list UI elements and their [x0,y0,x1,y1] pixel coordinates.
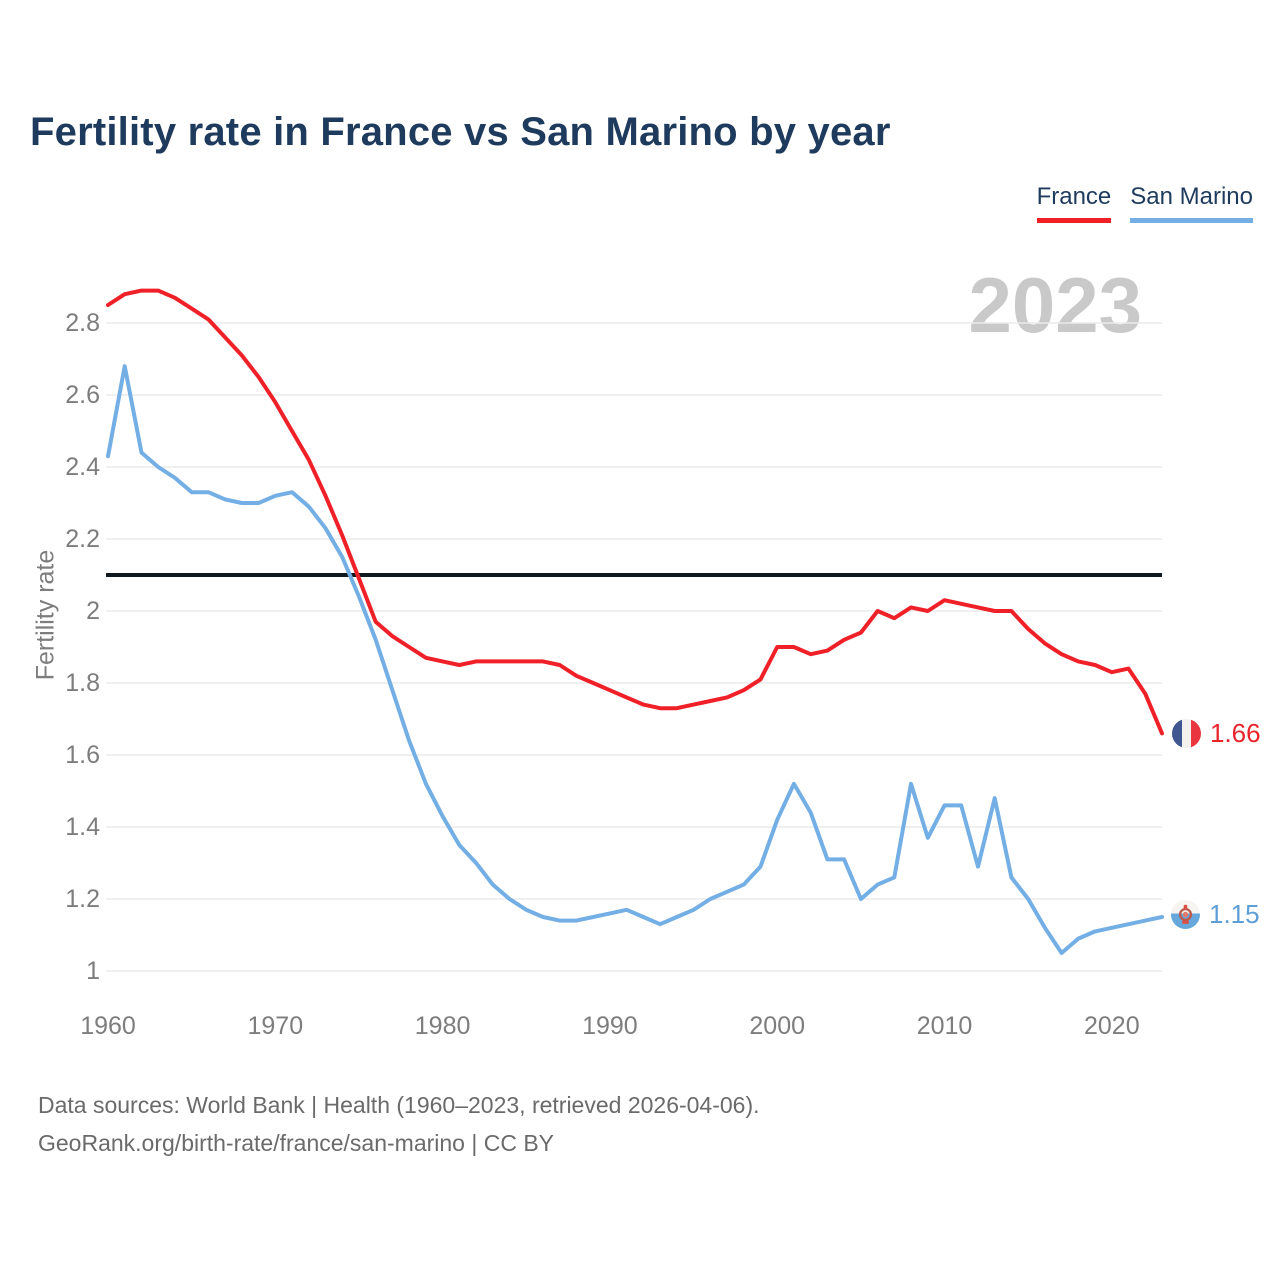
y-tick-label: 1.4 [65,813,100,841]
y-tick-label: 1.6 [65,741,100,769]
y-tick-label: 2 [86,597,100,625]
x-tick-label: 2020 [1083,1012,1140,1040]
y-tick-label: 1 [86,957,100,985]
page-title: Fertility rate in France vs San Marino b… [30,110,891,154]
legend-item-france[interactable]: France [1036,183,1112,223]
x-tick-label: 2010 [916,1012,973,1040]
x-tick-label: 1970 [247,1012,304,1040]
data-sources-text: Data sources: World Bank | Health (1960–… [38,1092,760,1118]
san-marino-flag-icon [1171,899,1200,929]
france-end-value: 1.66 [1210,718,1261,748]
france-end-label: 1.66 [1172,718,1261,748]
y-tick-label: 2.8 [65,309,100,337]
y-tick-label: 2.2 [65,525,100,553]
attribution-text: GeoRank.org/birth-rate/france/san-marino… [38,1130,555,1156]
watermark-year: 2023 [968,261,1142,349]
x-tick-label: 1960 [80,1012,136,1040]
y-tick-label: 1.2 [65,885,100,913]
legend-item-san-marino[interactable]: San Marino [1130,183,1253,223]
france-line [106,288,1164,736]
x-tick-label: 1990 [582,1012,638,1040]
legend: France San Marino [1036,183,1253,223]
san-marino-end-label: 1.15 [1171,899,1260,929]
y-tick-label: 1.8 [65,669,100,697]
x-tick-label: 2000 [749,1012,806,1040]
y-tick-label: 2.6 [65,381,100,409]
x-tick-label: 1980 [414,1012,471,1040]
y-tick-label: 2.4 [65,453,100,481]
san-marino-end-value: 1.15 [1209,899,1260,929]
san-marino-line [106,364,1164,955]
footer: Data sources: World Bank | Health (1960–… [38,1086,760,1162]
france-flag-icon [1172,718,1201,748]
